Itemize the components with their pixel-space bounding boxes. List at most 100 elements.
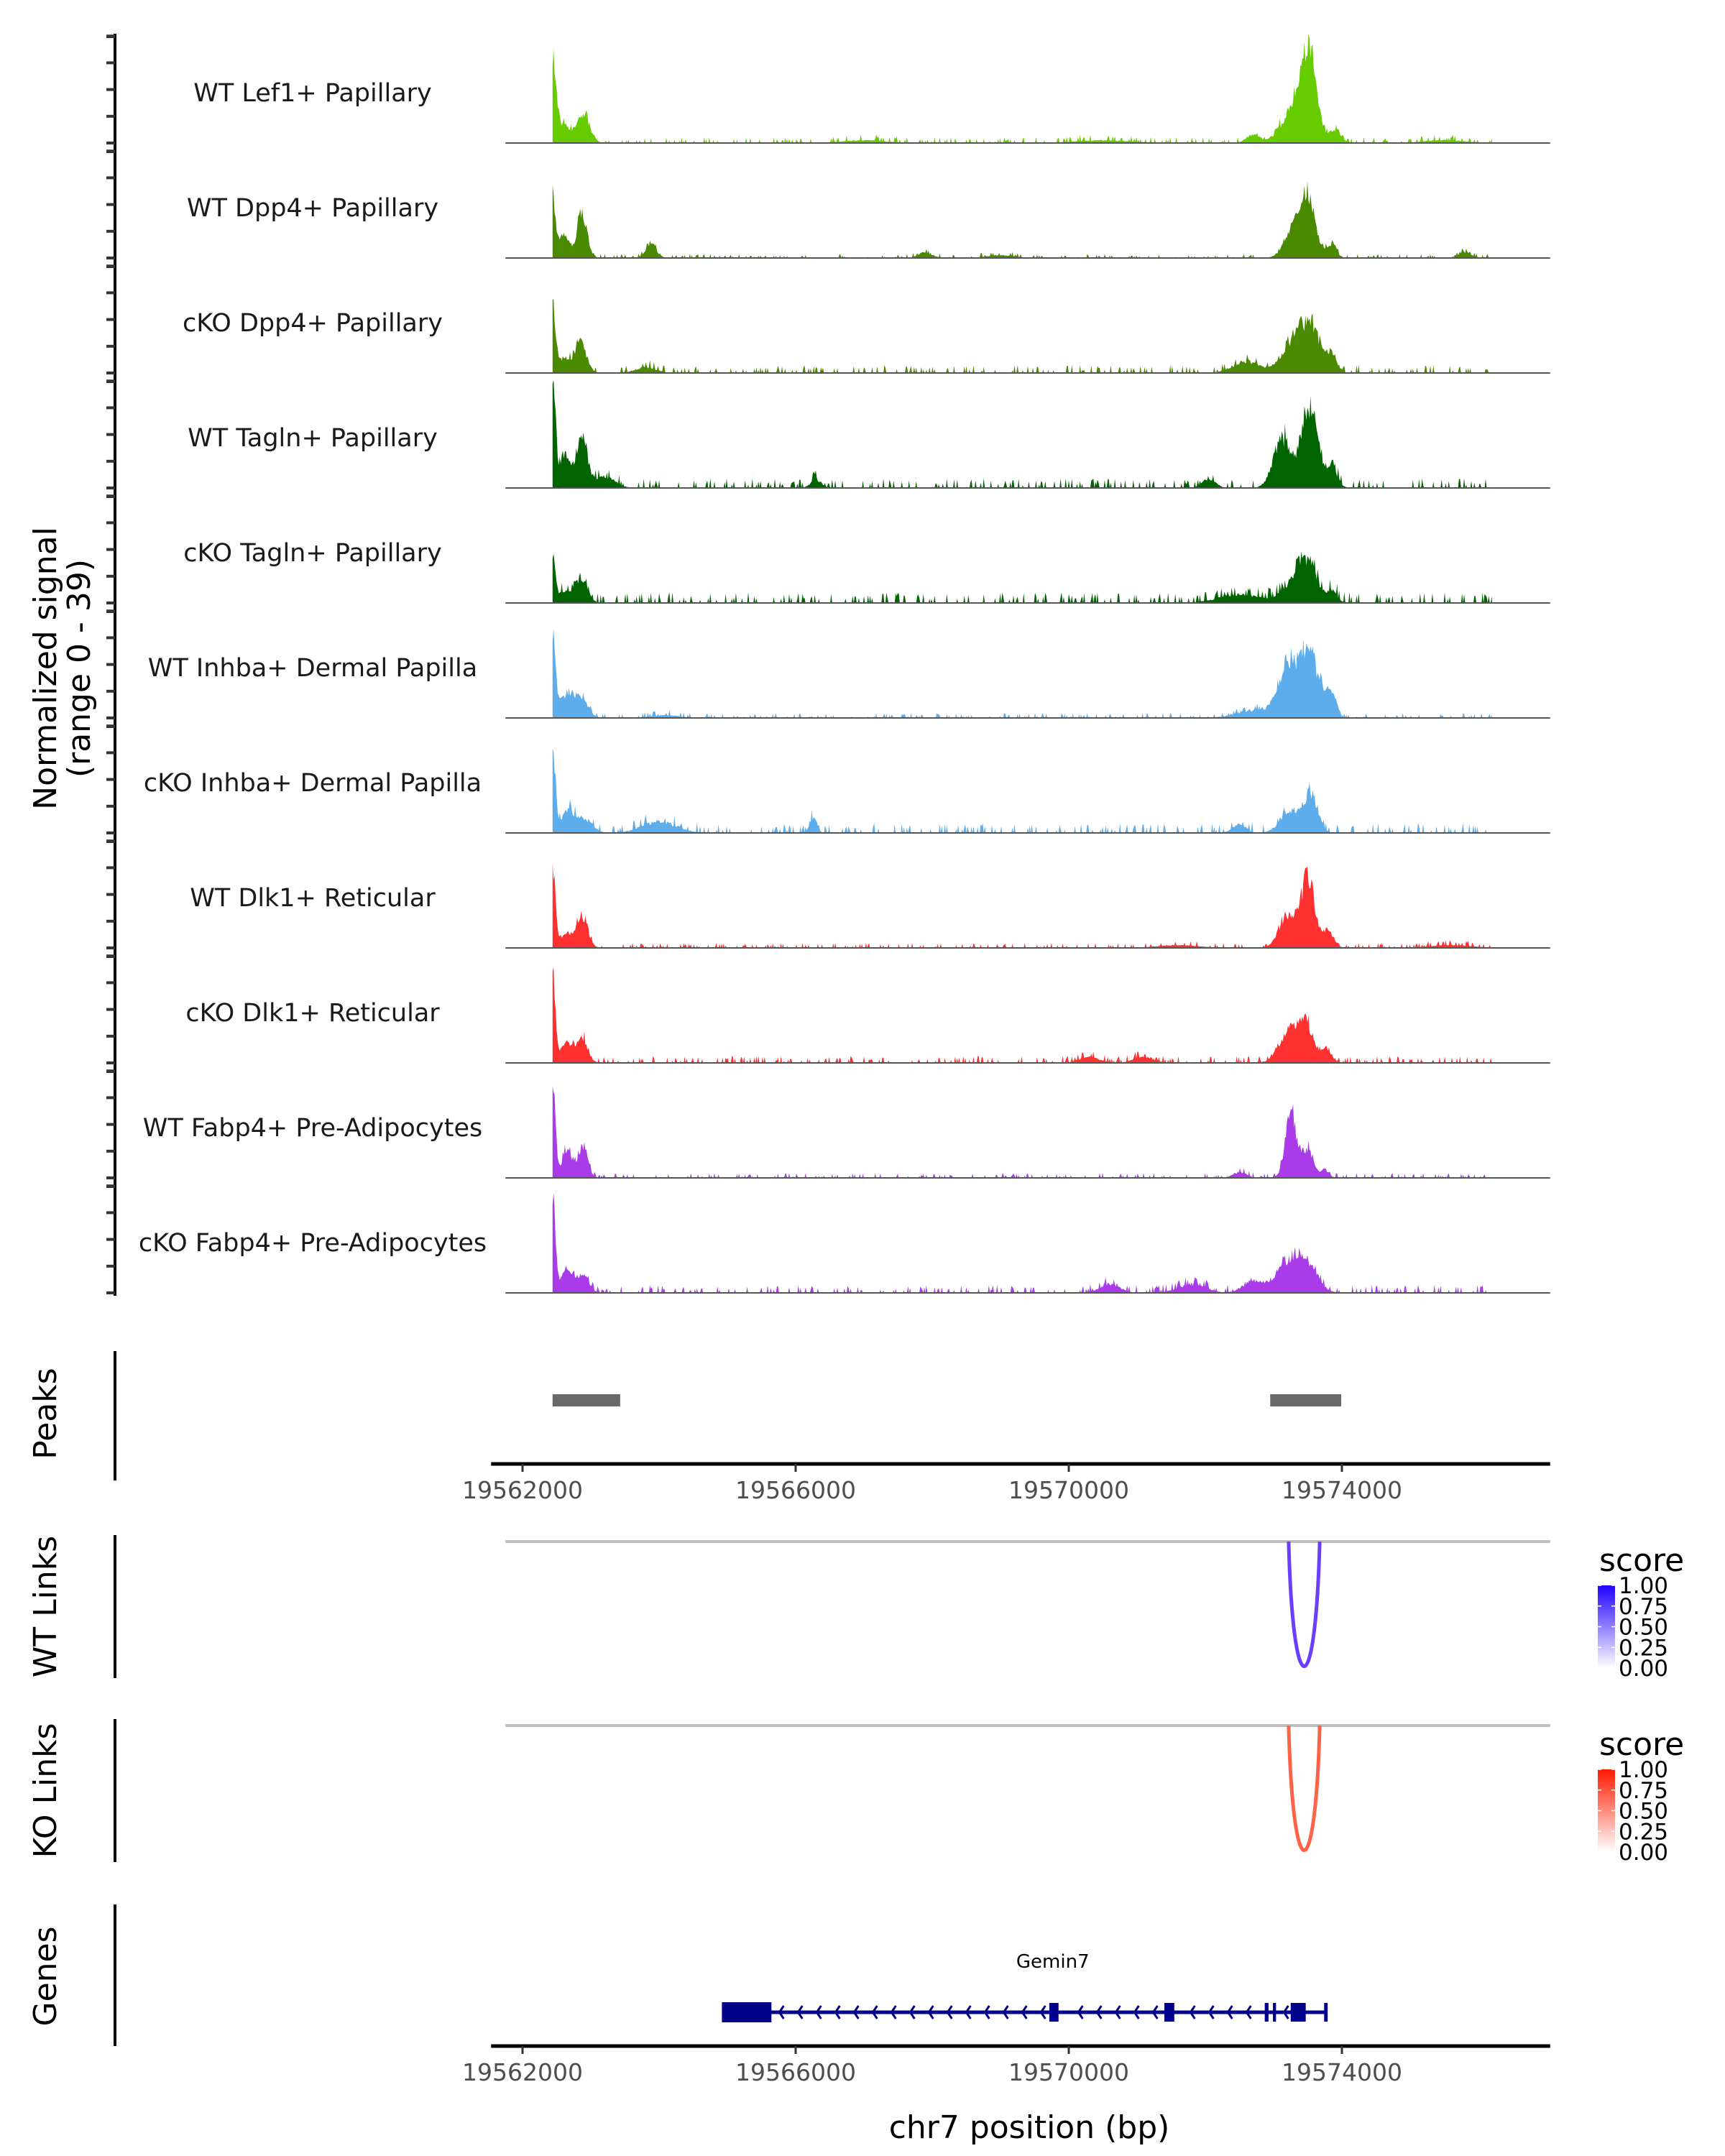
coverage-area <box>552 629 1492 718</box>
x-tick-label: 19562000 <box>462 1476 583 1504</box>
coverage-track: cKO Inhba+ Dermal Papilla <box>144 748 1550 834</box>
peaks-panel: Peaks <box>27 1351 1342 1480</box>
strand-arrow <box>1077 2005 1084 2019</box>
coverage-track: WT Lef1+ Papillary <box>193 34 1550 144</box>
track-label: cKO Fabp4+ Pre-Adipocytes <box>139 1229 487 1258</box>
x-axis-bottom: 19562000 19566000 19570000 19574000 <box>462 2044 1550 2086</box>
track-label: cKO Dlk1+ Reticular <box>185 999 440 1028</box>
coverage-area <box>552 551 1492 603</box>
coverage-area <box>552 1086 1492 1178</box>
x-axis-top: 19562000 19566000 19570000 19574000 <box>462 1462 1550 1504</box>
gene-name-label: Gemin7 <box>1016 1951 1090 1973</box>
coverage-track: WT Dlk1+ Reticular <box>190 863 1550 949</box>
coverage-area <box>552 967 1492 1063</box>
coverage-area <box>552 748 1492 833</box>
legend-tick-label: 0.75 <box>1619 1594 1668 1620</box>
x-tick-label: 19570000 <box>1008 2058 1129 2086</box>
coverage-area <box>552 1192 1492 1293</box>
track-label: WT Dpp4+ Papillary <box>187 194 438 223</box>
strand-arrow <box>796 2005 804 2019</box>
legend-tick-label: 0.50 <box>1619 1799 1668 1825</box>
strand-arrow <box>778 2005 785 2019</box>
coverage-area <box>552 863 1492 948</box>
peak-region <box>552 1394 620 1406</box>
y-axis-title-main: Normalized signal <box>27 527 64 810</box>
coverage-area <box>552 380 1492 488</box>
strand-arrow <box>890 2005 897 2019</box>
legend-title: score <box>1599 1726 1684 1763</box>
legend-tick-label: 0.00 <box>1619 1840 1668 1866</box>
coverage-track: cKO Dpp4+ Papillary <box>183 298 1550 374</box>
legend-tick-label: 0.25 <box>1619 1635 1668 1661</box>
strand-arrow <box>1151 2005 1159 2019</box>
link-arc <box>1287 1541 1322 1668</box>
coverage-track: WT Tagln+ Papillary <box>188 380 1550 489</box>
coverage-area <box>552 180 1492 258</box>
x-tick-label: 19566000 <box>735 2058 856 2086</box>
track-label: cKO Inhba+ Dermal Papilla <box>144 769 482 798</box>
gene-exon <box>1164 2003 1174 2022</box>
strand-arrow <box>965 2005 972 2019</box>
gene-exon <box>722 2002 772 2022</box>
strand-arrow <box>908 2005 916 2019</box>
peaks-panel-label: Peaks <box>27 1368 64 1459</box>
strand-arrow <box>1133 2005 1140 2019</box>
strand-arrow <box>1021 2005 1028 2019</box>
gene-exon <box>1273 2003 1276 2022</box>
strand-arrow <box>946 2005 953 2019</box>
track-label: WT Lef1+ Papillary <box>193 79 432 108</box>
legend-tick-label: 1.00 <box>1619 1573 1668 1599</box>
peak-regions <box>552 1394 1342 1406</box>
x-tick-label: 19574000 <box>1282 1476 1402 1504</box>
strand-arrow <box>852 2005 860 2019</box>
track-label: WT Fabp4+ Pre-Adipocytes <box>143 1114 482 1143</box>
strand-arrow <box>1208 2005 1215 2019</box>
legend-tick-label: 1.00 <box>1619 1757 1668 1783</box>
strand-arrow <box>871 2005 878 2019</box>
strand-arrow <box>834 2005 841 2019</box>
coverage-track: WT Dpp4+ Papillary <box>187 180 1550 259</box>
legend-tick-label: 0.50 <box>1619 1615 1668 1641</box>
track-label: WT Tagln+ Papillary <box>188 424 438 453</box>
track-label: WT Inhba+ Dermal Papilla <box>148 654 477 683</box>
track-label: WT Dlk1+ Reticular <box>190 884 436 913</box>
gene-exon <box>1264 2003 1269 2022</box>
legend-tick-label: 0.75 <box>1619 1778 1668 1804</box>
strand-arrow <box>1039 2005 1046 2019</box>
strand-arrow <box>1282 2005 1289 2019</box>
coverage-area <box>552 298 1492 373</box>
coverage-track: cKO Dlk1+ Reticular <box>185 967 1550 1064</box>
genes-panel: Genes Gemin7 <box>27 1904 1328 2046</box>
coverage-track: cKO Tagln+ Papillary <box>183 539 1550 604</box>
strand-arrow <box>1114 2005 1121 2019</box>
legend-title: score <box>1599 1542 1684 1579</box>
track-label: cKO Tagln+ Papillary <box>183 539 442 568</box>
genes-panel-label: Genes <box>27 1926 64 2026</box>
peak-region <box>1270 1394 1342 1406</box>
links-panel-label: WT Links <box>27 1536 64 1677</box>
legend-tick-label: 0.00 <box>1619 1656 1668 1682</box>
gene-models: Gemin7 <box>722 1951 1328 2022</box>
coverage-area <box>552 34 1492 143</box>
coverage-tracks: WT Lef1+ Papillary WT Dpp4+ Papillary cKO … <box>139 34 1550 1294</box>
coverage-track: WT Fabp4+ Pre-Adipocytes <box>143 1086 1550 1179</box>
gene-exon <box>1290 2003 1306 2022</box>
legend-tick-label: 0.25 <box>1619 1819 1668 1845</box>
x-axis-title: chr7 position (bp) <box>889 2109 1170 2146</box>
strand-arrow <box>1095 2005 1103 2019</box>
strand-arrow <box>983 2005 990 2019</box>
link-arc <box>1287 1725 1322 1852</box>
coverage-y-axis <box>106 34 116 1296</box>
gene-exon <box>1049 2003 1059 2022</box>
x-tick-label: 19574000 <box>1282 2058 1402 2086</box>
y-axis-title: Normalized signal (range 0 - 39) <box>27 527 98 810</box>
strand-arrow <box>1226 2005 1233 2019</box>
links-panel-label: KO Links <box>27 1723 64 1858</box>
x-tick-label: 19570000 <box>1008 1476 1129 1504</box>
strand-arrow <box>815 2005 822 2019</box>
coverage-track: WT Inhba+ Dermal Papilla <box>148 629 1550 719</box>
